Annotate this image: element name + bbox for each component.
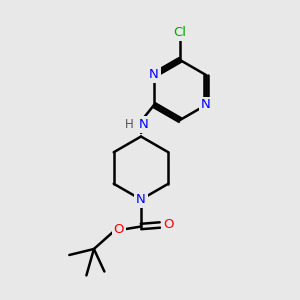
Text: N: N (136, 193, 146, 206)
Text: H: H (125, 118, 134, 131)
Text: Cl: Cl (173, 26, 187, 39)
Text: O: O (114, 223, 124, 236)
Text: O: O (163, 218, 173, 232)
Text: N: N (201, 98, 211, 112)
Text: N: N (149, 68, 159, 82)
Text: N: N (139, 118, 149, 131)
